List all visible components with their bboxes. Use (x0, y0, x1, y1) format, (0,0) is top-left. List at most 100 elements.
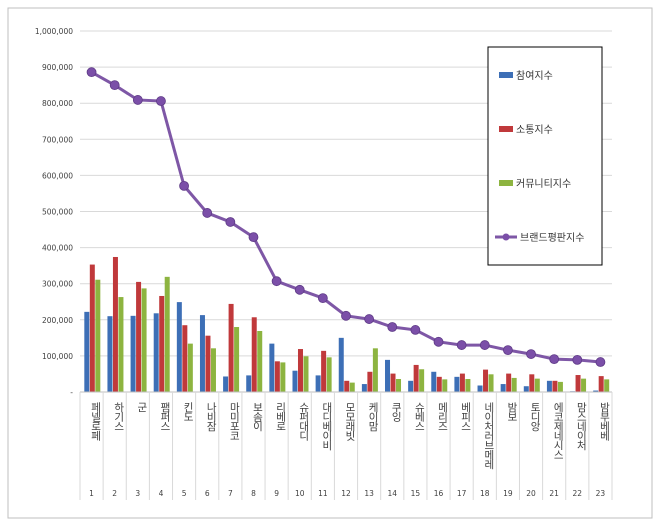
line-point (202, 208, 213, 218)
line-point (549, 354, 560, 365)
bar-소통지수 (552, 380, 558, 392)
bar-소통지수 (436, 376, 442, 392)
category-label: 대디베이비 (321, 402, 333, 451)
line-point (503, 345, 513, 356)
bar-커뮤니티지수 (210, 348, 216, 392)
bar-소통지수 (344, 380, 350, 392)
bar-참여지수 (500, 384, 506, 392)
category-label: 팸퍼스 (159, 402, 171, 431)
legend-label: 브랜드평판지수 (520, 232, 584, 244)
y-tick-label: 500,000 (42, 208, 73, 217)
bar-소통지수 (413, 364, 419, 392)
bar-커뮤니티지수 (604, 379, 610, 392)
bar-소통지수 (159, 295, 165, 392)
rank-label: 13 (364, 489, 374, 498)
line-point (341, 310, 351, 321)
bar-소통지수 (321, 350, 327, 392)
rank-label: 15 (411, 489, 421, 498)
rank-label: 14 (387, 489, 397, 498)
bar-커뮤니티지수 (326, 357, 332, 392)
category-label: 케이맘 (367, 402, 379, 431)
category-label: 맘스네이처 (575, 402, 587, 451)
category-label: 메리즈 (437, 402, 449, 431)
y-tick-label: 700,000 (42, 135, 73, 144)
y-tick-label: 1,000,000 (35, 27, 73, 36)
line-point (179, 180, 189, 191)
bar-소통지수 (367, 371, 373, 392)
bar-참여지수 (223, 376, 229, 392)
category-label: 모모래빗 (344, 402, 356, 442)
line-point (526, 349, 536, 359)
bar-소통지수 (89, 264, 95, 392)
bar-커뮤니티지수 (442, 379, 448, 392)
y-tick-label: 800,000 (42, 99, 73, 108)
line-point (225, 217, 236, 227)
legend-marker (502, 233, 510, 241)
bar-참여지수 (107, 316, 113, 392)
line-point (109, 80, 120, 91)
rank-label: 1 (89, 489, 94, 498)
bar-커뮤니티지수 (118, 297, 124, 392)
category-label: 밤보 (506, 402, 518, 421)
rank-label: 5 (182, 489, 187, 498)
bar-커뮤니티지수 (488, 374, 494, 392)
y-tick-label: - (70, 388, 73, 397)
rank-label: 12 (341, 489, 351, 498)
bar-소통지수 (598, 376, 604, 392)
bar-커뮤니티지수 (372, 348, 378, 392)
bar-커뮤니티지수 (465, 379, 471, 392)
bar-참여지수 (246, 375, 252, 392)
bar-참여지수 (361, 384, 367, 392)
line-point (86, 67, 97, 78)
bar-참여지수 (199, 315, 205, 392)
rank-label: 18 (480, 489, 490, 498)
category-label: 군 (136, 402, 148, 412)
bar-참여지수 (408, 380, 414, 392)
bar-커뮤니티지수 (187, 343, 193, 392)
bar-커뮤니티지수 (511, 377, 517, 392)
bar-참여지수 (477, 385, 483, 392)
line-point (456, 340, 467, 350)
bar-소통지수 (182, 325, 188, 392)
line-point (248, 232, 259, 243)
bar-소통지수 (205, 335, 211, 392)
bar-참여지수 (315, 375, 321, 392)
bar-참여지수 (385, 359, 391, 392)
bar-참여지수 (84, 311, 90, 392)
bar-커뮤니티지수 (534, 378, 540, 392)
bar-소통지수 (112, 256, 118, 392)
bar-참여지수 (153, 313, 159, 392)
category-label: 토디앙 (529, 402, 541, 431)
bar-커뮤니티지수 (280, 362, 286, 392)
category-label: 네이처러브메레 (483, 402, 495, 470)
bar-소통지수 (251, 317, 257, 392)
legend-swatch (499, 126, 513, 132)
bar-참여지수 (593, 390, 599, 392)
rank-label: 4 (159, 489, 164, 498)
bar-커뮤니티지수 (557, 381, 563, 392)
y-tick-label: 300,000 (42, 280, 73, 289)
line-point (317, 293, 328, 304)
bar-소통지수 (483, 369, 489, 392)
bar-소통지수 (390, 373, 396, 392)
bar-참여지수 (292, 370, 298, 392)
bar-참여지수 (269, 343, 275, 392)
line-point (433, 336, 444, 347)
rank-label: 10 (295, 489, 305, 498)
bar-커뮤니티지수 (141, 288, 147, 392)
line-point (271, 276, 282, 287)
bar-소통지수 (136, 281, 142, 392)
legend-label: 참여지수 (516, 70, 553, 82)
line-point (156, 96, 166, 106)
legend-swatch (499, 72, 513, 78)
rank-label: 22 (573, 489, 583, 498)
legend-swatch (499, 180, 513, 186)
bar-소통지수 (506, 373, 512, 392)
bar-참여지수 (431, 371, 437, 392)
category-label: 쿠잉 (390, 402, 402, 422)
category-label: 킨도 (182, 402, 194, 421)
line-point (364, 314, 375, 324)
rank-label: 7 (228, 489, 233, 498)
bar-커뮤니티지수 (396, 379, 402, 392)
bar-소통지수 (228, 303, 234, 392)
